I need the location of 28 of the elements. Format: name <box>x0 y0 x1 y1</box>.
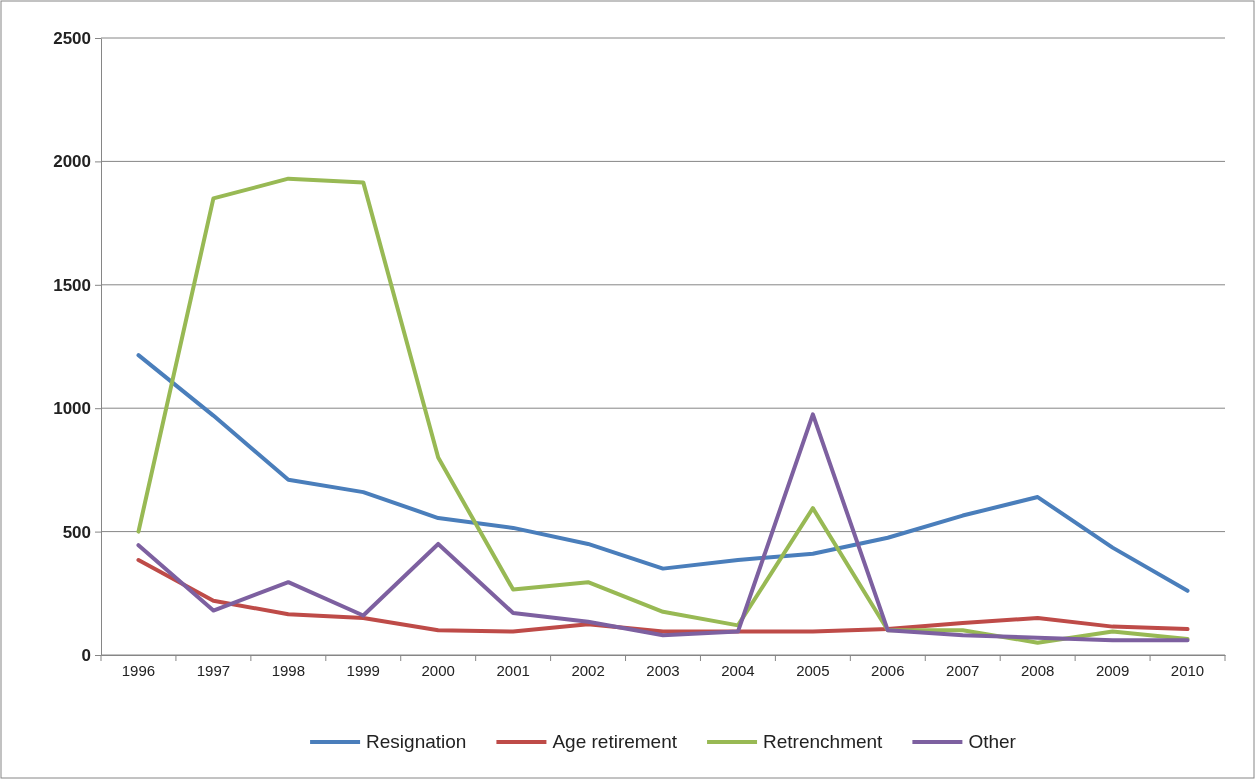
x-tick-label: 2007 <box>946 662 980 679</box>
x-tick-label: 1997 <box>196 662 231 679</box>
x-tick-label: 2008 <box>1020 662 1055 679</box>
y-tick-label: 2000 <box>53 152 91 172</box>
x-tick-label: 2002 <box>571 662 605 679</box>
y-tick-label: 1500 <box>53 275 91 295</box>
legend-label: Age retirement <box>552 731 678 752</box>
line-series <box>136 176 1190 645</box>
x-tick-label: 2005 <box>796 662 830 679</box>
legend-label: Other <box>968 731 1017 752</box>
x-tick-label: 2000 <box>421 662 455 679</box>
legend-label: Resignation <box>366 731 467 752</box>
x-tick-label: 1999 <box>346 662 380 679</box>
x-tick-label: 1996 <box>121 662 156 679</box>
x-tick-label: 2003 <box>646 662 680 679</box>
x-tick-label: 2006 <box>871 662 905 679</box>
line-series <box>136 412 1190 643</box>
x-tick-label: 2004 <box>721 662 755 679</box>
x-tick-label: 2010 <box>1170 662 1205 679</box>
legend-label: Retrenchment <box>763 731 884 752</box>
y-tick-label: 500 <box>62 522 91 542</box>
y-tick-label: 0 <box>81 645 91 665</box>
x-tick-label: 2009 <box>1095 662 1130 679</box>
y-tick-label: 1000 <box>53 399 91 419</box>
x-tick-label: 2001 <box>496 662 530 679</box>
y-tick-label: 2500 <box>53 28 91 48</box>
x-tick-label: 1998 <box>271 662 306 679</box>
line-series <box>136 353 1190 593</box>
